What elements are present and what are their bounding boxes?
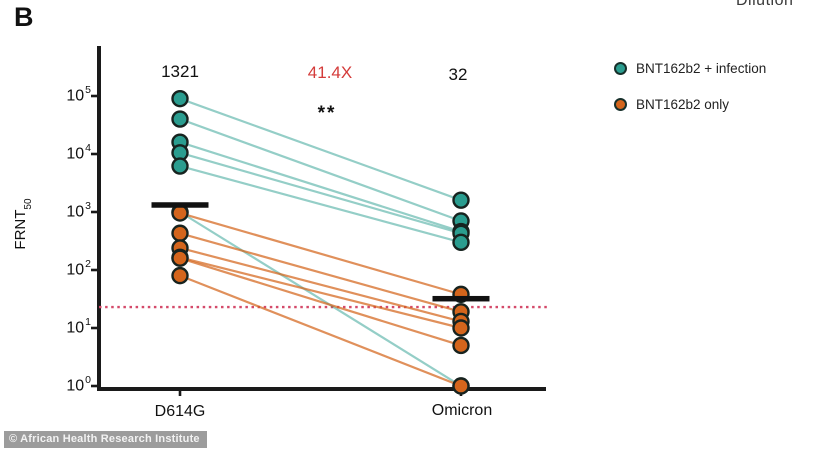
data-point-teal bbox=[452, 233, 470, 252]
data-point-teal bbox=[452, 191, 470, 209]
data-point-teal bbox=[171, 89, 189, 108]
y-tick-label-1e2: 102 bbox=[66, 258, 91, 279]
gmt-bar bbox=[432, 295, 490, 302]
data-point-orange bbox=[171, 249, 189, 267]
significance-label: ** bbox=[317, 103, 337, 124]
y-tick-label-1e1: 101 bbox=[66, 316, 91, 337]
data-point-orange bbox=[171, 204, 189, 222]
pair-line-orange bbox=[179, 211, 462, 296]
clipped-header-text: Dilution bbox=[736, 0, 816, 13]
pair-line-teal bbox=[179, 164, 462, 244]
pair-line-orange bbox=[179, 256, 462, 330]
y-axis-title-text: FRNT bbox=[12, 209, 29, 250]
gmt-bar bbox=[151, 202, 209, 208]
watermark: © African Health Research Institute bbox=[4, 431, 207, 448]
pair-line-teal bbox=[179, 211, 462, 387]
x-label-d614g: D614G bbox=[154, 403, 206, 420]
pair-line-orange bbox=[179, 246, 462, 323]
y-axis-title-subscript: 50 bbox=[23, 198, 34, 210]
legend-item-bnt-infection: BNT162b2 + infection bbox=[614, 59, 766, 77]
fold-change-label: 41.4X bbox=[307, 63, 353, 82]
y-tick-label-1e4: 104 bbox=[66, 142, 91, 163]
data-point-orange bbox=[452, 377, 470, 395]
data-point-teal bbox=[171, 110, 189, 128]
data-point-orange bbox=[171, 266, 189, 285]
pair-line-teal bbox=[179, 151, 462, 235]
y-tick-label-1e3: 103 bbox=[66, 200, 91, 221]
legend-label-bnt-infection: BNT162b2 + infection bbox=[636, 60, 767, 76]
data-point-teal bbox=[171, 157, 189, 175]
pair-line-teal bbox=[179, 141, 462, 233]
y-tick-label-1e5: 105 bbox=[66, 84, 91, 105]
y-tick-label-1e0: 100 bbox=[66, 374, 91, 395]
legend-label-bnt-only: BNT162b2 only bbox=[636, 96, 730, 112]
data-point-orange bbox=[171, 224, 189, 242]
pair-line-orange bbox=[179, 274, 462, 388]
data-point-orange bbox=[452, 336, 470, 355]
panel-label: B bbox=[14, 2, 34, 32]
pair-line-orange bbox=[179, 232, 462, 313]
pair-line-teal bbox=[179, 118, 462, 223]
pair-line-orange bbox=[179, 257, 462, 347]
data-point-orange bbox=[452, 319, 470, 337]
clipped-header-word: Dilution bbox=[736, 0, 794, 9]
legend-dot-orange-icon bbox=[614, 97, 627, 111]
left-gmt-label: 1321 bbox=[161, 62, 199, 81]
x-label-omicron: Omicron bbox=[431, 402, 493, 419]
legend-item-bnt-only: BNT162b2 only bbox=[614, 95, 729, 113]
right-gmt-label: 32 bbox=[448, 65, 468, 84]
y-axis-title: FRNT50 bbox=[12, 182, 34, 266]
pair-line-teal bbox=[179, 97, 462, 202]
legend-dot-teal-icon bbox=[614, 61, 627, 75]
